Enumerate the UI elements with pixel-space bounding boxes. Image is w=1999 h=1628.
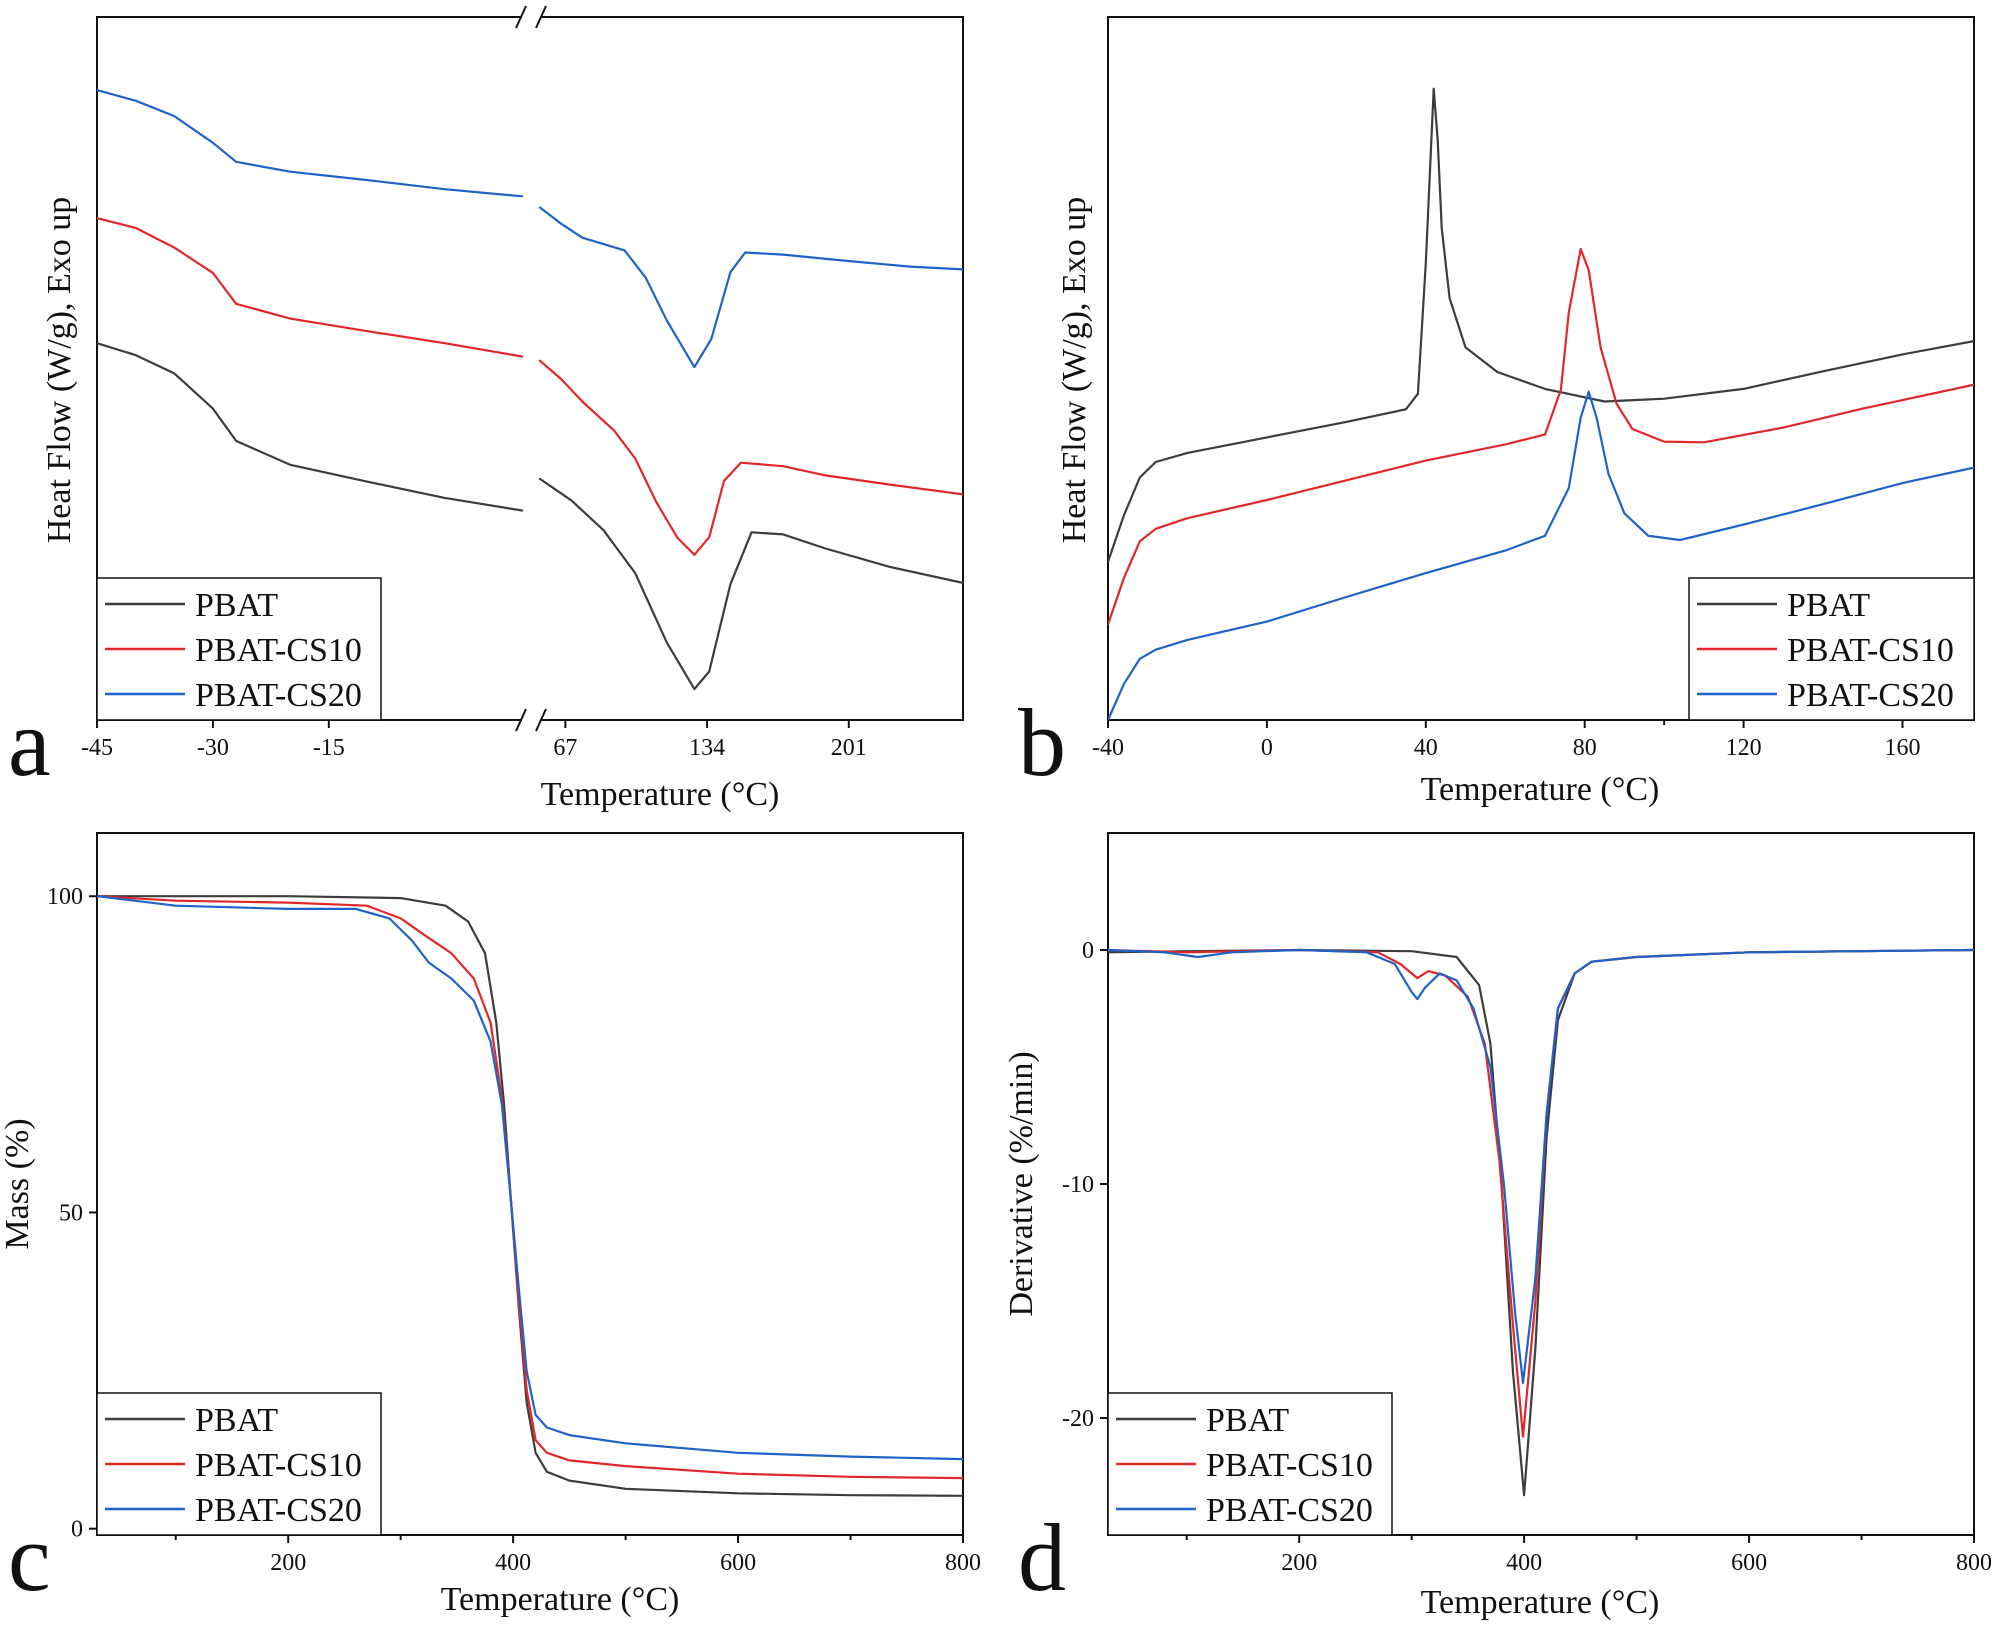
x-axis-title: Temperature (°C)	[1421, 1584, 1660, 1621]
x-tick-label: -45	[81, 735, 113, 761]
x-axis-title: Temperature (°C)	[1421, 771, 1660, 808]
series-line-pbat-cs20	[1108, 948, 1974, 1384]
x-axis-title: Temperature (°C)	[441, 1581, 680, 1618]
series-line-pbat-cs20	[538, 206, 963, 369]
legend-label: PBAT-CS10	[195, 632, 362, 669]
y-tick-label: -20	[1062, 1406, 1094, 1432]
x-tick-label: 120	[1726, 735, 1762, 761]
x-tick-label: 200	[1281, 1550, 1317, 1576]
panel-letter: d	[1018, 1504, 1066, 1611]
legend-label: PBAT-CS20	[195, 677, 362, 714]
legend-label: PBAT-CS20	[195, 1492, 362, 1529]
panel-a: -45 -30 -15 67 134 201 Temperature (°C) Heat Fl…	[8, 5, 964, 813]
y-tick-label: 50	[59, 1200, 83, 1226]
y-axis-title: Mass (%)	[0, 1118, 36, 1249]
plot-frame	[96, 832, 964, 1536]
y-tick-label: 0	[1082, 938, 1094, 964]
axis-break-mark	[515, 5, 547, 29]
series-line-pbat	[97, 342, 524, 512]
x-tick-label: 400	[1506, 1550, 1542, 1576]
legend-label: PBAT-CS10	[1787, 632, 1954, 669]
x-tick-label: 800	[1956, 1550, 1992, 1576]
axis-break-mark	[515, 708, 547, 732]
x-tick-label: 200	[270, 1550, 306, 1576]
x-tick-label: -30	[197, 735, 229, 761]
panel-b: -40 0 40 80 120 160 Temperature (°C) Heat Flow …	[1018, 16, 1975, 808]
y-tick-label: -10	[1062, 1172, 1094, 1198]
x-tick-label: 800	[945, 1550, 981, 1576]
series-group	[97, 895, 963, 1497]
x-tick-label: 600	[1731, 1550, 1767, 1576]
y-axis-title: Heat Flow (W/g), Exo up	[1056, 197, 1093, 544]
legend-label: PBAT	[195, 587, 278, 624]
x-tick-label: 134	[689, 735, 725, 761]
x-tick-label: 600	[720, 1550, 756, 1576]
legend-label: PBAT	[1206, 1402, 1289, 1439]
panel-d: 200 400 600 800 -20 -10 0 Temperature (°C) Deriv…	[1003, 832, 1992, 1621]
legend: PBAT PBAT-CS10 PBAT-CS20	[96, 577, 382, 721]
series-line-pbat-cs10	[538, 359, 963, 556]
series-line-pbat-cs20	[97, 89, 524, 198]
legend-label: PBAT	[195, 1402, 278, 1439]
legend-label: PBAT-CS20	[1787, 677, 1954, 714]
legend: PBAT PBAT-CS10 PBAT-CS20	[1107, 1392, 1393, 1536]
x-tick-label: 40	[1414, 735, 1438, 761]
series-line-pbat-cs20	[1108, 390, 1974, 720]
legend-label: PBAT-CS10	[1206, 1447, 1373, 1484]
legend-label: PBAT-CS20	[1206, 1492, 1373, 1529]
x-tick-label: 400	[495, 1550, 531, 1576]
panel-letter: a	[8, 689, 51, 796]
x-tick-label: 160	[1884, 735, 1920, 761]
x-tick-label: 0	[1261, 735, 1273, 761]
series-group	[1108, 948, 1974, 1497]
series-line-pbat	[1108, 87, 1974, 563]
y-axis-title: Derivative (%/min)	[1003, 1051, 1040, 1316]
x-tick-label: -15	[313, 735, 345, 761]
panel-letter: b	[1018, 689, 1066, 796]
x-tick-label: 201	[831, 735, 867, 761]
series-group	[1108, 87, 1974, 720]
series-line-pbat-cs20	[97, 895, 963, 1461]
x-tick-label: 67	[553, 735, 577, 761]
legend-label: PBAT-CS10	[195, 1447, 362, 1484]
y-tick-label: 100	[47, 884, 83, 910]
series-line-pbat-cs10	[97, 217, 524, 358]
x-axis-title: Temperature (°C)	[541, 776, 780, 813]
series-group	[97, 89, 963, 691]
x-tick-label: 80	[1573, 735, 1597, 761]
series-line-pbat	[538, 477, 963, 691]
y-tick-label: 0	[71, 1517, 83, 1543]
legend: PBAT PBAT-CS10 PBAT-CS20	[1688, 577, 1975, 721]
panel-letter: c	[8, 1504, 51, 1611]
y-axis-title: Heat Flow (W/g), Exo up	[41, 197, 78, 544]
series-line-pbat-cs10	[1108, 247, 1974, 626]
plot-frame	[1107, 16, 1975, 721]
x-tick-label: -40	[1092, 735, 1124, 761]
legend: PBAT PBAT-CS10 PBAT-CS20	[96, 1392, 382, 1536]
legend-label: PBAT	[1787, 587, 1870, 624]
panel-c: 200 400 600 800 0 50 100 Temperature (°C) Mass (…	[0, 832, 981, 1618]
